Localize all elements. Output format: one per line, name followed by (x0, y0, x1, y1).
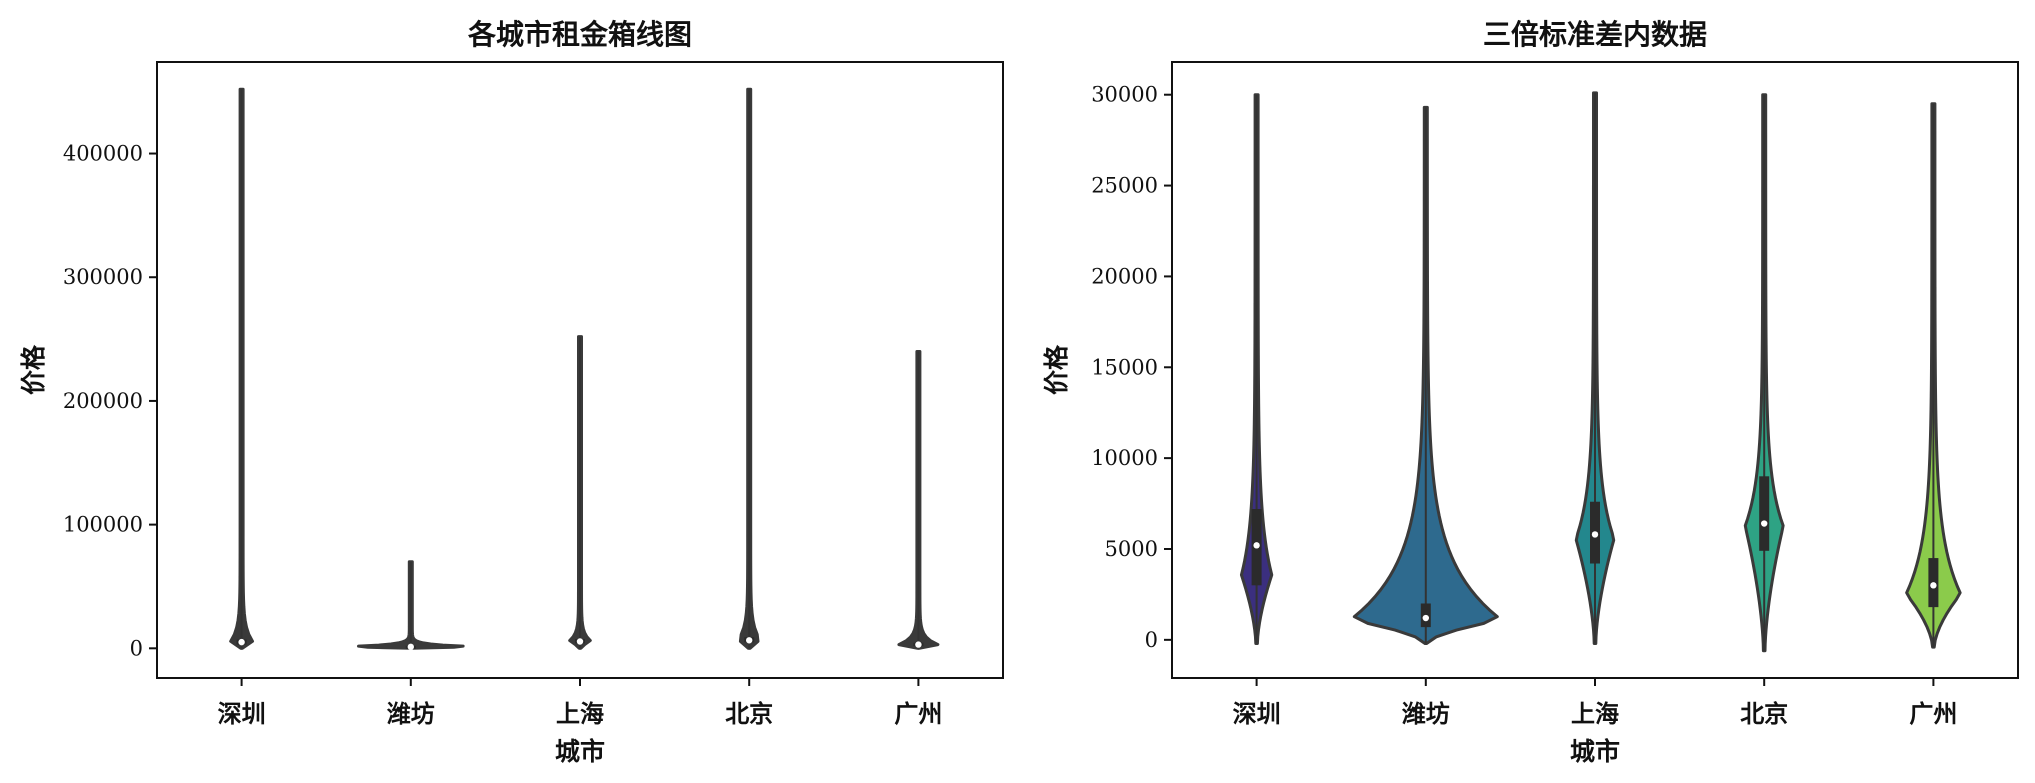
left-x-axis-label: 城市 (555, 737, 605, 766)
right-x-axis-label: 城市 (1570, 737, 1620, 766)
right-violin-median-dot (1930, 582, 1937, 589)
right-violin-median-dot (1422, 614, 1430, 622)
left-violin-median-dot (238, 638, 245, 646)
right-violin-median-dot (1591, 531, 1599, 538)
right-violin-iqr-box (1759, 476, 1770, 551)
right-y-tick-label: 0 (1145, 628, 1158, 652)
left-y-tick-label: 0 (130, 636, 143, 660)
left-violin-median-dot (746, 637, 753, 644)
right-x-axis: 深圳 潍坊 上海 北京 广州 (1233, 678, 1957, 728)
left-y-tick-label: 300000 (63, 265, 143, 289)
left-violin-median-dot (915, 641, 922, 648)
left-y-tick-label: 200000 (63, 389, 143, 413)
left-x-tick-label: 广州 (894, 699, 942, 728)
left-y-tick-label: 100000 (63, 513, 143, 537)
right-y-tick-label: 30000 (1091, 83, 1158, 107)
left-y-axis: 0 100000 200000 300000 400000 (63, 142, 157, 660)
left-x-tick-label: 上海 (556, 699, 604, 728)
right-y-tick-label: 15000 (1091, 355, 1158, 379)
right-y-tick-label: 20000 (1091, 264, 1158, 288)
left-violin-median-dot (576, 638, 584, 645)
right-x-tick-label: 潍坊 (1402, 699, 1450, 728)
right-y-axis: 0 5000 10000 15000 20000 25000 30000 (1091, 83, 1172, 652)
right-y-axis-label: 价格 (1042, 344, 1071, 395)
left-y-tick-label: 400000 (63, 142, 143, 166)
right-y-tick-label: 5000 (1105, 537, 1158, 561)
left-chart: 各城市租金箱线图 0 100000 200000 300000 400000 深圳 潍坊 上… (19, 18, 1004, 766)
right-x-tick-label: 深圳 (1233, 699, 1281, 728)
left-y-axis-label: 价格 (19, 344, 48, 395)
right-x-tick-label: 北京 (1740, 699, 1788, 728)
left-chart-title: 各城市租金箱线图 (467, 18, 692, 51)
right-x-tick-label: 广州 (1909, 699, 1957, 728)
left-violins (229, 87, 940, 651)
right-chart: 三倍标准差内数据 050001000015000200002500030000 … (1042, 18, 2019, 766)
right-violin-median-dot (1253, 542, 1260, 549)
left-x-tick-label: 深圳 (218, 699, 266, 728)
right-violin-median-dot (1761, 520, 1768, 527)
left-x-axis: 深圳 潍坊 上海 北京 广州 (218, 678, 942, 728)
right-y-tick-label: 10000 (1091, 446, 1158, 470)
left-x-tick-label: 潍坊 (387, 699, 435, 728)
right-y-tick-label: 25000 (1091, 174, 1158, 198)
right-x-tick-label: 上海 (1571, 699, 1619, 728)
left-violin-median-dot (407, 643, 414, 651)
right-violins (1239, 91, 1962, 653)
left-x-tick-label: 北京 (725, 699, 773, 728)
right-chart-title: 三倍标准差内数据 (1483, 18, 1707, 51)
